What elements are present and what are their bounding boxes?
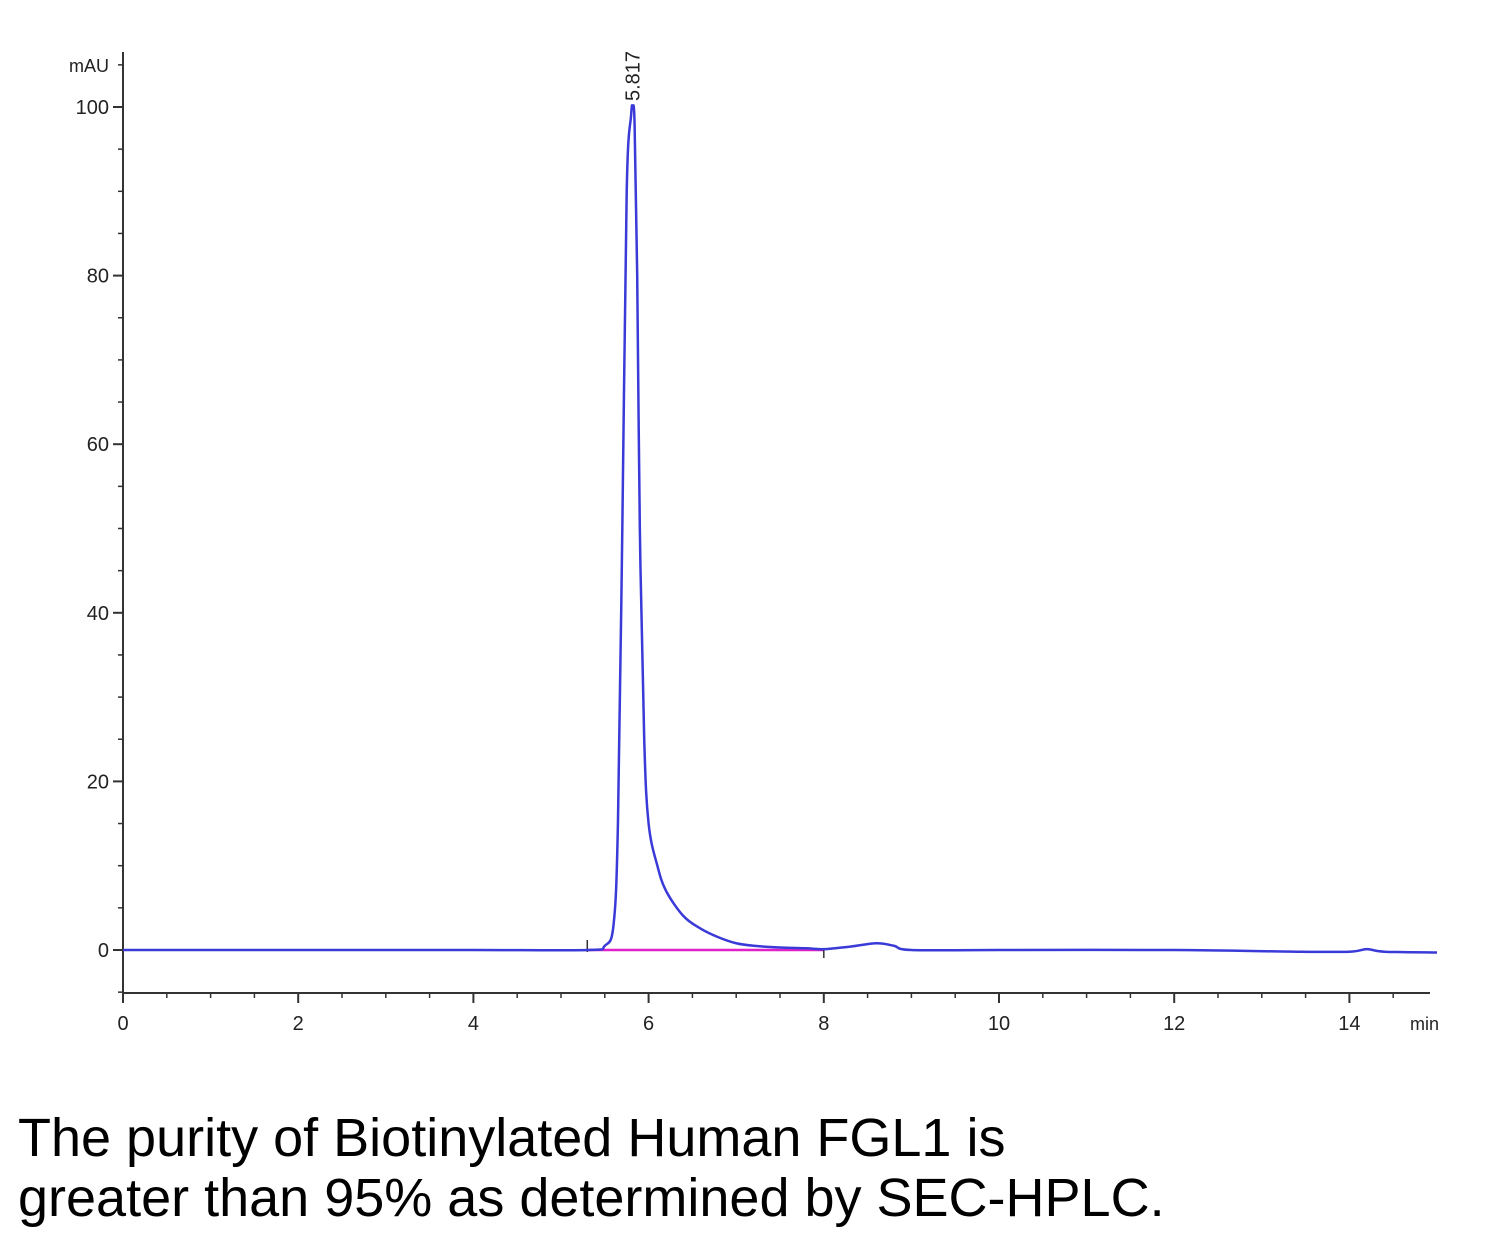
- x-tick-label: 2: [293, 1013, 304, 1035]
- x-tick-label: 8: [818, 1013, 829, 1035]
- chromatogram-chart: 0 20 40 60 80 100 0 2 4 6 8 10 12 14 min mAU 5.817: [69, 51, 1439, 1035]
- x-tick-label: 14: [1338, 1013, 1360, 1035]
- y-tick-label: 80: [87, 266, 109, 288]
- x-axis-unit-label: min: [1410, 1014, 1439, 1034]
- axes: [122, 52, 1430, 994]
- x-tick-label: 12: [1163, 1013, 1185, 1035]
- caption-line-2: greater than 95% as determined by SEC-HP…: [18, 1168, 1165, 1228]
- figure-caption: The purity of Biotinylated Human FGL1 is…: [18, 1108, 1488, 1228]
- ticks: 0 20 40 60 80 100 0 2 4 6 8 10 12 14: [76, 64, 1394, 1035]
- caption-line-1: The purity of Biotinylated Human FGL1 is: [18, 1108, 1006, 1168]
- y-tick-label: 60: [87, 434, 109, 456]
- x-tick-label: 6: [643, 1013, 654, 1035]
- y-tick-label: 20: [87, 771, 109, 793]
- x-tick-label: 10: [988, 1013, 1010, 1035]
- x-tick-label: 0: [117, 1013, 128, 1035]
- peak-retention-label: 5.817: [623, 51, 645, 101]
- y-tick-label: 40: [87, 603, 109, 625]
- y-tick-label: 0: [98, 940, 109, 962]
- y-tick-label: 100: [76, 97, 109, 119]
- y-axis-unit-label: mAU: [69, 56, 109, 76]
- chromatogram-series-line: [122, 104, 1438, 954]
- series-layer: [122, 104, 1438, 958]
- x-tick-label: 4: [468, 1013, 479, 1035]
